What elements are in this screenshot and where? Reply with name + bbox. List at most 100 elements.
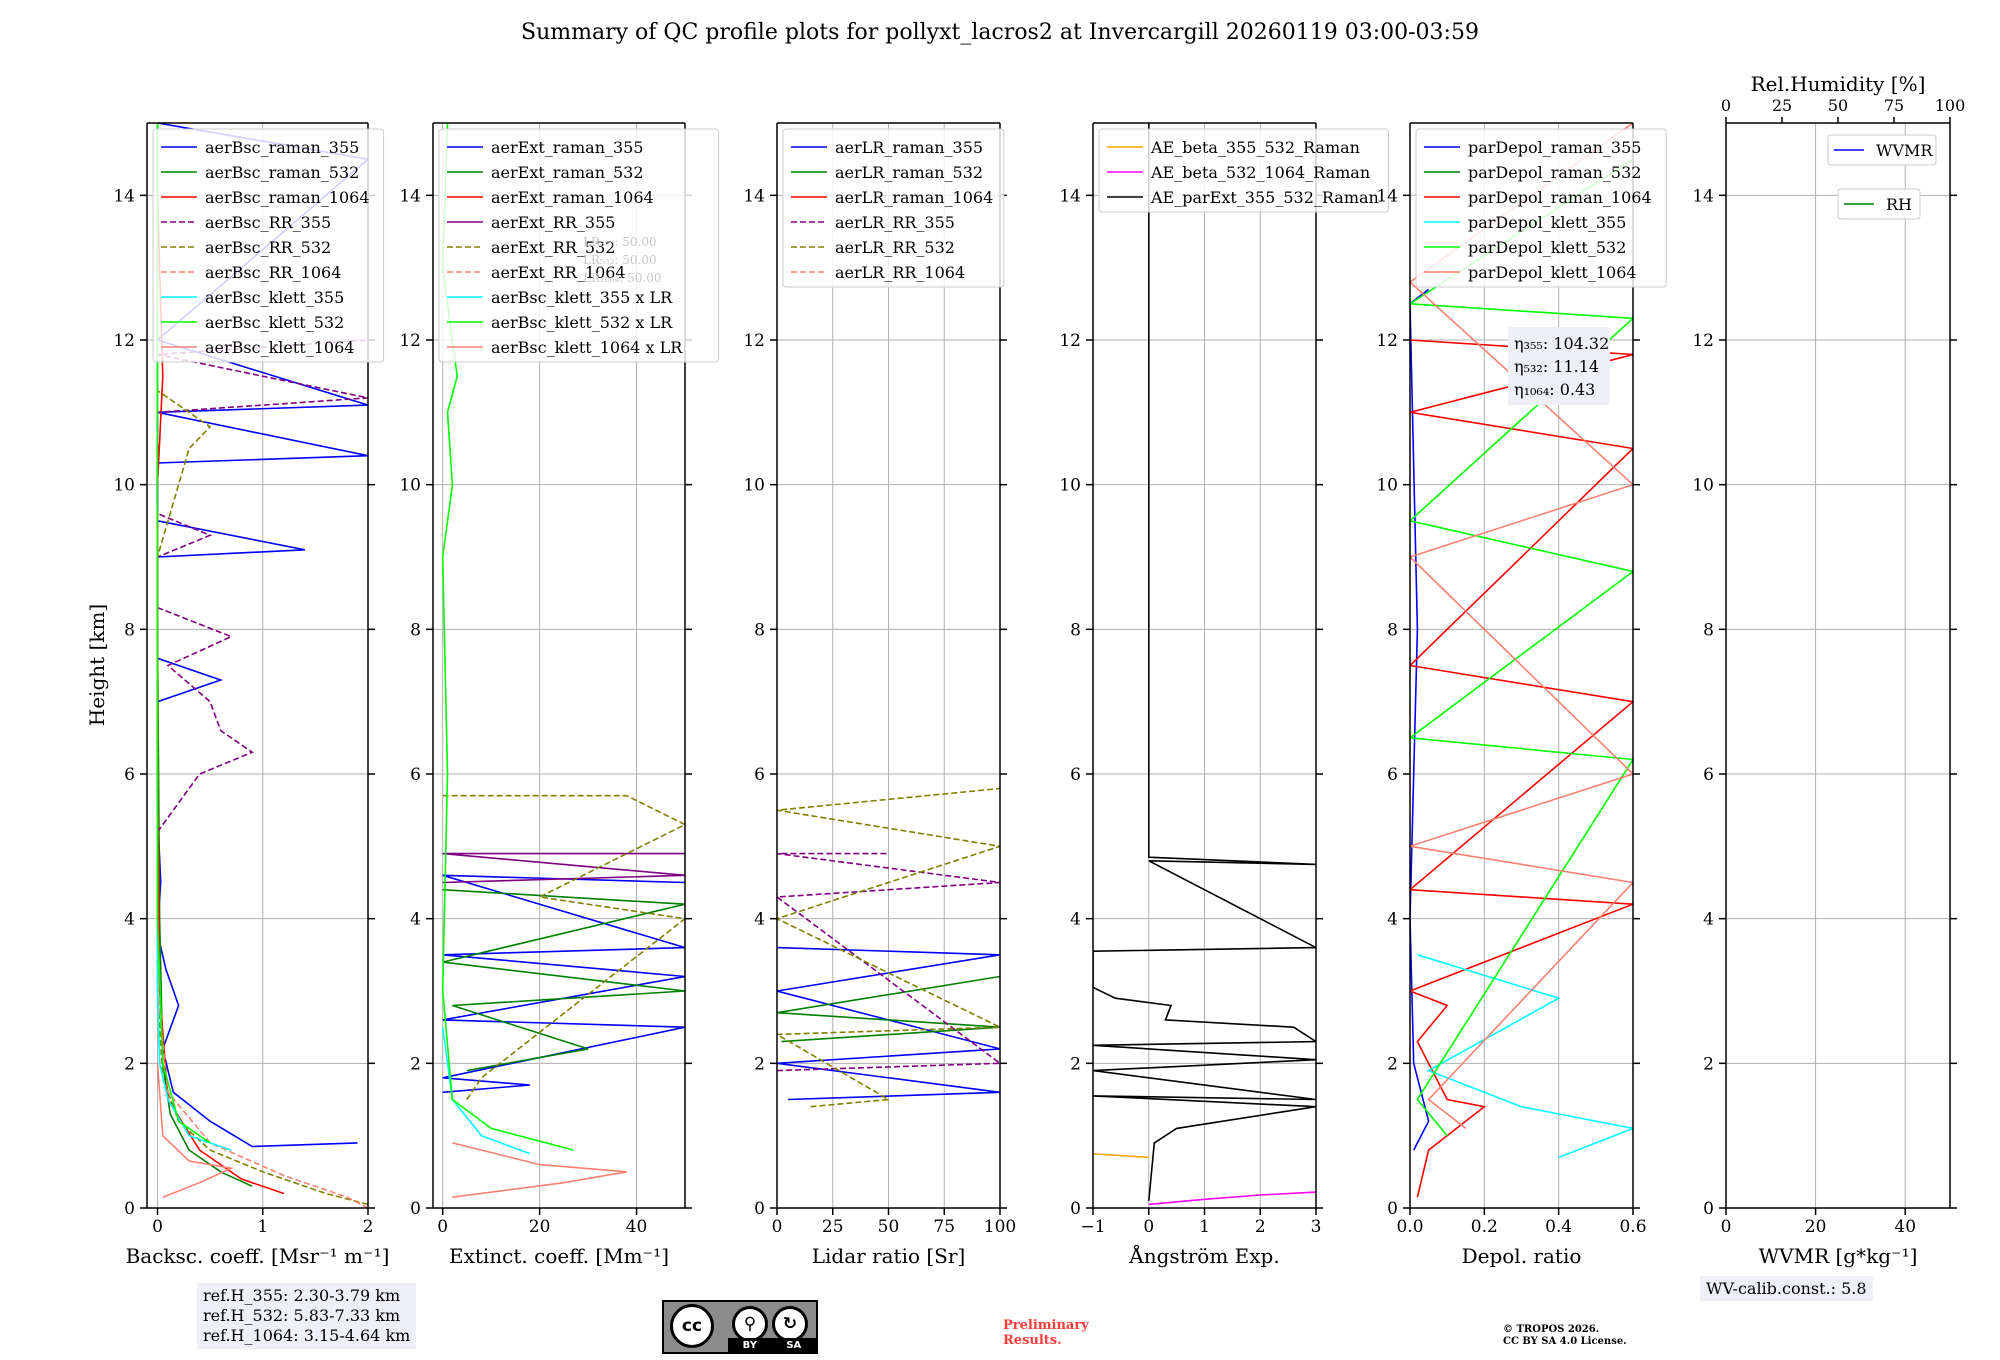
panel-depol: 0.0 0.2 0.4 0.6 0 2 4 6 8 10 12 14 Depol. ratio parDe… [1376, 122, 1667, 1268]
legend-entry: AE_parExt_355_532_Raman [1150, 188, 1379, 207]
series-line-aerBsc_klett_532 [156, 123, 211, 1144]
y-tick-label: 2 [1703, 1054, 1714, 1074]
preliminary-line-2: Results. [1003, 1333, 1062, 1348]
ref-height-1064: ref.H_1064: 3.15-4.64 km [203, 1326, 411, 1345]
eta-box [1508, 327, 1610, 405]
x-tick-label: 0 [1721, 1217, 1732, 1237]
x-tick-label: 1 [257, 1217, 268, 1237]
y-tick-label: 2 [1070, 1054, 1081, 1074]
y-tick-label: 12 [113, 331, 135, 351]
x-tick-label: 2 [363, 1217, 374, 1237]
x2-axis-label: Rel.Humidity [%] [1751, 72, 1926, 96]
y-tick-label: 6 [124, 765, 135, 785]
x-tick-label: 3 [1311, 1217, 1322, 1237]
legend-entry: aerLR_raman_1064 [835, 188, 993, 207]
series-group [777, 787, 1000, 1108]
legend-entry: aerExt_raman_532 [491, 163, 644, 182]
y-tick-label: 6 [1703, 765, 1714, 785]
y-tick-label: 14 [1376, 186, 1398, 206]
x-tick-label: 75 [933, 1217, 955, 1237]
series-line-aerLR_RR_355 [777, 852, 1000, 1072]
legend-box [1837, 188, 1921, 220]
series-line-aerBsc_klett_1064 x LR [452, 1142, 627, 1198]
series-line-aerBsc_klett_355 [156, 918, 232, 1151]
series-line-parDepol_raman_1064 [1410, 339, 1633, 1198]
legend-entry: aerBsc_klett_1064 [205, 338, 354, 357]
legend-entry: aerLR_raman_355 [835, 138, 983, 157]
x-tick-label: 25 [822, 1217, 844, 1237]
series-line-AE_beta_355_532_Raman [1093, 1153, 1149, 1159]
x-tick-label: 0.2 [1471, 1217, 1498, 1237]
legend: WVMR RH [1827, 134, 1937, 220]
series-line-aerBsc_klett_355 x LR [441, 1027, 531, 1155]
y-tick-label: 2 [754, 1054, 765, 1074]
x-tick-label: 0 [152, 1217, 163, 1237]
legend-box [1827, 134, 1937, 166]
x2-tick-label: 25 [1772, 96, 1792, 115]
legend: aerLR_raman_355 aerLR_raman_532 aerLR_rama… [782, 128, 1005, 288]
legend-entry: parDepol_klett_532 [1468, 238, 1626, 257]
legend-entry: AE_beta_532_1064_Raman [1150, 163, 1370, 182]
lidar-ratio-label: LR₅₃₂: 50.00 [583, 253, 657, 267]
x-axis-label: WVMR [g*kg⁻¹] [1759, 1244, 1918, 1268]
legend-entry: aerLR_raman_532 [835, 163, 983, 182]
legend-entry: aerBsc_raman_355 [205, 138, 359, 157]
legend-box [782, 128, 1005, 288]
series-line-aerBsc_RR_355 [156, 339, 368, 833]
y-tick-label: 0 [410, 1199, 421, 1219]
legend: aerBsc_raman_355 aerBsc_raman_532 aerBsc_r… [152, 128, 385, 363]
legend-box [1415, 128, 1667, 288]
y-tick-label: 10 [1692, 476, 1714, 496]
legend-entry: parDepol_klett_355 [1468, 213, 1626, 232]
y-tick-label: 8 [124, 620, 135, 640]
y-tick-label: 14 [113, 186, 135, 206]
legend-entry: aerExt_raman_355 [491, 138, 644, 157]
legend-entry: aerExt_RR_355 [491, 213, 615, 232]
y-tick-label: 10 [1059, 476, 1081, 496]
legend-box [152, 128, 385, 363]
lidar-ratio-label: LR₃₅₅: 50.00 [583, 235, 657, 249]
y-tick-label: 12 [743, 331, 765, 351]
x-tick-label: 0 [437, 1217, 448, 1237]
lidar-ratio-label: LR₁₀₆₄: 50.00 [583, 271, 661, 285]
panel-wvmr_rh: 0 20 40 0 2 4 6 8 10 12 14 WVMR [g*kg⁻¹] 0 25 50 75 100 R… [1692, 72, 1965, 1268]
y-tick-label: 0 [1070, 1199, 1081, 1219]
x2-tick-label: 75 [1884, 96, 1904, 115]
copyright-note: © TROPOS 2026. CC BY SA 4.0 License. [1503, 1324, 1627, 1348]
legend-entry: WVMR [1876, 141, 1933, 160]
x2-tick-label: 100 [1935, 96, 1966, 115]
series-group [155, 123, 368, 1208]
series-group [1410, 123, 1633, 1198]
y-tick-label: 8 [410, 620, 421, 640]
legend-entry: AE_beta_355_532_Raman [1150, 138, 1360, 157]
x-axis-label: Backsc. coeff. [Msr⁻¹ m⁻¹] [126, 1244, 390, 1268]
y-tick-label: 14 [1692, 186, 1714, 206]
panel-lidar_ratio: 0 25 50 75 100 0 2 4 6 8 10 12 14 Lidar ratio [Sr] aer… [743, 122, 1016, 1268]
x-tick-label: 20 [529, 1217, 551, 1237]
y-tick-label: 8 [1387, 620, 1398, 640]
legend-entry: aerExt_raman_1064 [491, 188, 654, 207]
legend-entry: aerExt_RR_532 [491, 238, 615, 257]
figure-title: Summary of QC profile plots for pollyxt_… [521, 20, 1479, 45]
y-tick-label: 8 [754, 620, 765, 640]
series-line-parDepol_klett_532 [1410, 158, 1633, 1137]
legend-entry: aerLR_RR_1064 [835, 263, 965, 282]
series-line-aerBsc_raman_355 [155, 123, 368, 1148]
legend-entry: aerBsc_RR_355 [205, 213, 331, 232]
y-tick-label: 14 [743, 186, 765, 206]
legend-entry: aerBsc_klett_355 x LR [491, 288, 673, 307]
eta-label: η₁₀₆₄: 0.43 [1514, 380, 1595, 399]
legend-box [1098, 128, 1389, 213]
reference-heights-box: ref.H_355: 2.30-3.79 km ref.H_532: 5.83-… [197, 1283, 417, 1349]
x-tick-label: 0 [772, 1217, 783, 1237]
legend-entry: aerExt_RR_1064 [491, 263, 626, 282]
series-line-aerBsc_klett_1064 [156, 1063, 234, 1198]
y-tick-label: 6 [410, 765, 421, 785]
x-tick-label: 40 [626, 1217, 648, 1237]
license-sa: SA [786, 1339, 802, 1351]
y-tick-label: 10 [399, 476, 421, 496]
attribution-icon: ⚲ [732, 1306, 768, 1342]
y-tick-label: 6 [754, 765, 765, 785]
y-tick-label: 4 [1387, 910, 1398, 930]
